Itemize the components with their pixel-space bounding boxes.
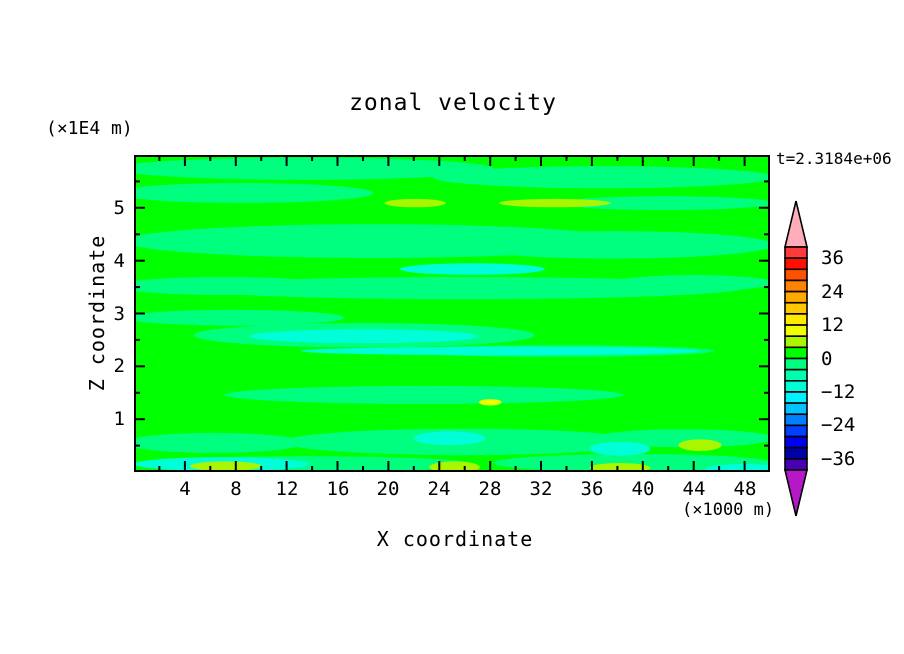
chart-title: zonal velocity — [349, 90, 557, 116]
y-tick-label: 1 — [113, 408, 125, 430]
x-tick-label: 8 — [230, 478, 242, 500]
colorbar-segment — [784, 257, 808, 271]
contour-plot-area — [134, 155, 770, 472]
colorbar-segment — [784, 368, 808, 382]
colorbar-segment — [784, 402, 808, 416]
y-tick-label: 3 — [113, 303, 125, 325]
x-tick-label: 16 — [326, 478, 350, 500]
y-tick-label: 2 — [113, 355, 125, 377]
colorbar-segment — [784, 324, 808, 338]
colorbar-segment — [784, 380, 808, 393]
colorbar-segment — [784, 435, 808, 449]
colorbar-tick-label: 0 — [821, 348, 833, 370]
x-tick-label: 36 — [580, 478, 604, 500]
colorbar-segment — [784, 268, 808, 282]
colorbar-segment — [784, 424, 808, 438]
colorbar — [783, 200, 809, 517]
colorbar-segment — [784, 246, 808, 259]
colorbar-tick-label: −36 — [821, 448, 856, 470]
colorbar-segment — [784, 301, 808, 315]
x-axis-title: X coordinate — [376, 527, 534, 551]
x-tick-label: 24 — [427, 478, 451, 500]
x-tick-label: 20 — [376, 478, 400, 500]
time-annotation: t=2.3184e+06 — [776, 149, 892, 168]
colorbar-segment — [784, 446, 808, 460]
x-tick-label: 40 — [631, 478, 655, 500]
colorbar-tick-label: −24 — [821, 414, 856, 436]
x-tick-label: 4 — [179, 478, 191, 500]
colorbar-tick-label: −12 — [821, 381, 856, 403]
colorbar-segment — [784, 279, 808, 293]
colorbar-segment — [784, 391, 808, 404]
plot-frame — [134, 155, 770, 472]
colorbar-segment — [784, 290, 808, 304]
contour-fill-regions — [134, 157, 770, 472]
colorbar-segment — [784, 357, 808, 371]
colorbar-segment — [784, 346, 808, 360]
y-axis-unit-label: (×1E4 m) — [46, 118, 133, 139]
x-tick-label: 32 — [529, 478, 553, 500]
colorbar-tick-label: 36 — [821, 247, 844, 269]
y-tick-label: 5 — [113, 197, 125, 219]
colorbar-tick-label: 12 — [821, 314, 844, 336]
colorbar-over-arrow — [783, 200, 809, 248]
colorbar-segment — [784, 458, 808, 471]
x-axis-unit-label: (×1000 m) — [682, 500, 775, 520]
x-tick-label: 48 — [733, 478, 757, 500]
x-tick-label: 12 — [275, 478, 299, 500]
colorbar-tick-label: 24 — [821, 281, 844, 303]
y-tick-label: 4 — [113, 250, 125, 272]
colorbar-segment — [784, 313, 808, 326]
colorbar-segment — [784, 413, 808, 427]
colorbar-segment — [784, 335, 808, 349]
colorbar-under-arrow — [783, 469, 809, 517]
x-tick-label: 44 — [682, 478, 706, 500]
x-tick-label: 28 — [478, 478, 502, 500]
